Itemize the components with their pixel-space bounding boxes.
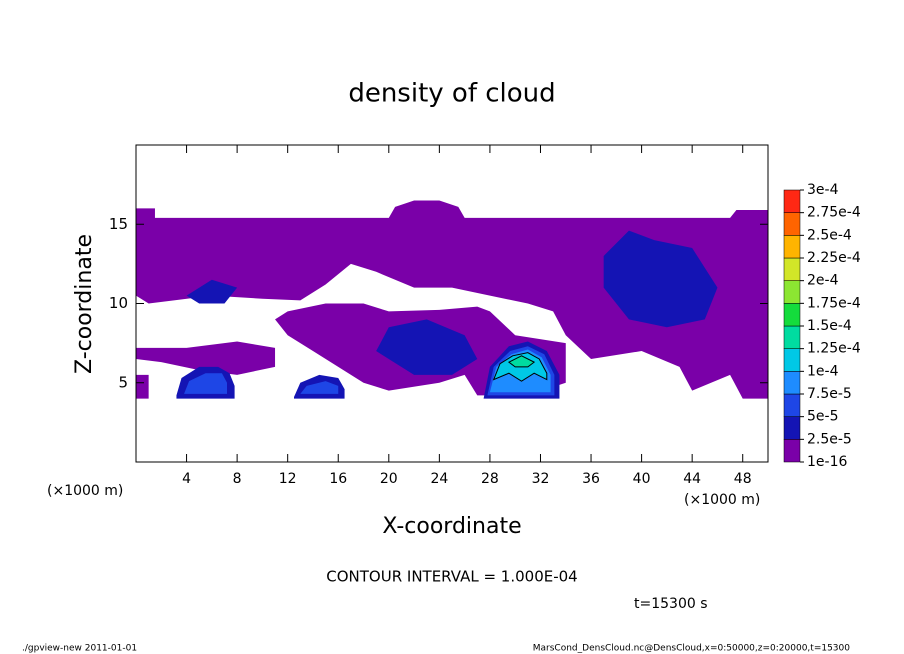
x-tick-label: 12: [279, 471, 297, 487]
colorbar-cell: [783, 348, 801, 372]
time-label: t=15300 s: [634, 596, 708, 612]
y-tick-label: 15: [109, 215, 128, 233]
colorbar-cell: [783, 439, 801, 463]
colorbar-cell: [783, 393, 801, 417]
contour-region: [184, 373, 228, 394]
x-tick-label: 24: [430, 471, 448, 487]
y-tick-label: 5: [118, 373, 128, 391]
contour-interval: CONTOUR INTERVAL = 1.000E-04: [326, 568, 577, 586]
colorbar-label: 5e-5: [807, 409, 838, 425]
colorbar-label: 1e-16: [807, 454, 847, 470]
footer-right: MarsCond_DensCloud.nc@DensCloud,x=0:5000…: [533, 644, 850, 654]
colorbar-cell: [783, 325, 801, 349]
x-tick-label: 44: [683, 471, 701, 487]
contour-region: [136, 374, 149, 399]
colorbar-label: 2.75e-4: [807, 205, 861, 221]
colorbar-label: 7.5e-5: [807, 386, 852, 402]
colorbar-cell: [783, 235, 801, 259]
colorbar-cell: [783, 257, 801, 281]
chart-title: density of cloud: [348, 79, 555, 109]
colorbar-cell: [783, 189, 801, 213]
colorbar-label: 1e-4: [807, 363, 839, 379]
x-axis-label: X-coordinate: [382, 514, 521, 539]
x-tick-label: 28: [481, 471, 499, 487]
y-unit: (×1000 m): [47, 483, 123, 499]
colorbar-cell: [783, 280, 801, 304]
colorbar-cell: [783, 416, 801, 440]
x-tick-label: 36: [582, 471, 600, 487]
y-tick-label: 10: [109, 294, 128, 312]
colorbar-label: 2.5e-4: [807, 227, 852, 243]
footer-left: ./gpview-new 2011-01-01: [22, 644, 137, 654]
colorbar-label: 1.25e-4: [807, 341, 861, 357]
contour-region: [376, 319, 478, 375]
y-axis-label: Z-coordinate: [72, 234, 97, 374]
colorbar-cell: [783, 212, 801, 236]
x-unit: (×1000 m): [684, 492, 760, 508]
contour-region: [136, 341, 276, 375]
x-tick-label: 4: [182, 471, 191, 487]
contour-region: [186, 279, 238, 304]
x-tick-label: 48: [734, 471, 752, 487]
x-tick-label: 32: [532, 471, 550, 487]
x-tick-label: 16: [329, 471, 347, 487]
colorbar-label: 3e-4: [807, 182, 839, 198]
x-tick-label: 20: [380, 471, 398, 487]
colorbar-cell: [783, 371, 801, 395]
contour-region: [603, 230, 718, 328]
colorbar-label: 1.5e-4: [807, 318, 852, 334]
contour-region: [507, 355, 536, 368]
contour-region: [300, 381, 339, 394]
x-tick-label: 40: [633, 471, 651, 487]
colorbar-label: 2e-4: [807, 273, 839, 289]
colorbar-label: 1.75e-4: [807, 295, 861, 311]
colorbar-cell: [783, 303, 801, 327]
colorbar-label: 2.5e-5: [807, 431, 852, 447]
x-tick-label: 8: [233, 471, 242, 487]
colorbar-label: 2.25e-4: [807, 250, 861, 266]
